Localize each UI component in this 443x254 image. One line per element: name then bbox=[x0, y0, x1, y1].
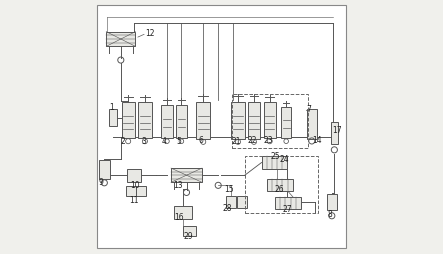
Text: 29: 29 bbox=[184, 231, 193, 240]
Bar bbox=[126, 186, 136, 197]
Bar bbox=[237, 196, 247, 208]
Bar bbox=[127, 169, 141, 182]
Text: 22: 22 bbox=[248, 136, 257, 145]
Text: 1: 1 bbox=[109, 102, 114, 111]
Bar bbox=[99, 161, 110, 179]
Text: 16: 16 bbox=[174, 212, 184, 221]
Bar bbox=[161, 105, 173, 138]
Bar bbox=[307, 110, 317, 139]
Text: 14: 14 bbox=[313, 135, 322, 144]
Bar bbox=[264, 103, 276, 138]
Text: 7: 7 bbox=[307, 105, 311, 114]
Text: 5: 5 bbox=[176, 137, 181, 146]
Text: 8: 8 bbox=[328, 210, 332, 219]
Bar bbox=[176, 105, 187, 138]
Bar bbox=[327, 194, 337, 211]
Text: 23: 23 bbox=[263, 136, 273, 145]
Text: 13: 13 bbox=[173, 180, 183, 189]
Bar bbox=[106, 33, 136, 47]
Bar bbox=[174, 207, 192, 219]
Bar bbox=[183, 226, 196, 236]
Text: 9: 9 bbox=[99, 177, 104, 186]
Text: 10: 10 bbox=[130, 180, 140, 189]
Text: 11: 11 bbox=[129, 195, 139, 204]
Text: 4: 4 bbox=[162, 137, 167, 146]
Text: 28: 28 bbox=[222, 203, 232, 212]
Bar bbox=[331, 123, 338, 144]
Bar bbox=[171, 168, 202, 183]
Text: 15: 15 bbox=[224, 184, 234, 193]
Bar bbox=[226, 196, 236, 208]
Bar bbox=[138, 103, 152, 138]
Bar bbox=[267, 180, 293, 192]
Bar bbox=[196, 102, 210, 139]
Text: 26: 26 bbox=[274, 184, 284, 193]
Text: 27: 27 bbox=[282, 204, 292, 213]
Bar bbox=[109, 110, 117, 126]
Bar bbox=[232, 94, 308, 149]
Text: 12: 12 bbox=[145, 29, 155, 38]
Bar bbox=[245, 156, 319, 213]
Text: 2: 2 bbox=[120, 137, 125, 146]
Text: 25: 25 bbox=[271, 152, 280, 161]
FancyBboxPatch shape bbox=[97, 6, 346, 248]
Bar bbox=[248, 102, 260, 139]
Bar bbox=[231, 102, 245, 139]
Bar bbox=[275, 197, 301, 209]
Text: 17: 17 bbox=[332, 125, 342, 134]
Bar bbox=[281, 108, 291, 138]
Bar bbox=[121, 103, 135, 138]
Text: 3: 3 bbox=[141, 137, 146, 146]
Text: 21: 21 bbox=[231, 137, 241, 146]
Bar bbox=[136, 186, 146, 197]
Bar bbox=[261, 157, 287, 169]
Text: 24: 24 bbox=[280, 155, 289, 164]
Text: 6: 6 bbox=[199, 135, 204, 144]
